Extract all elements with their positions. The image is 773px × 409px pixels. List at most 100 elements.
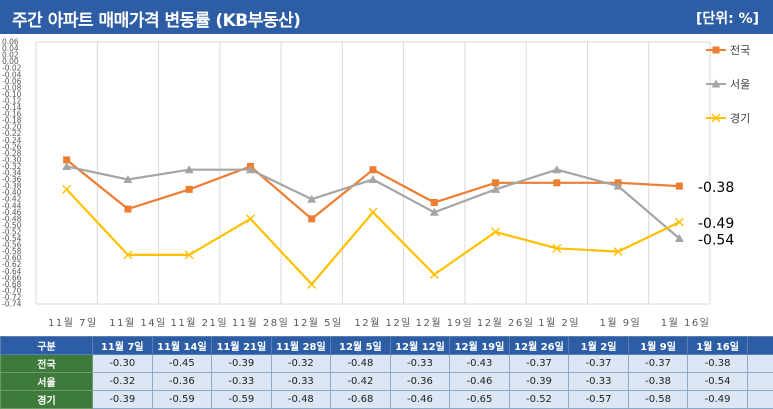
y-tick-label: -0.04	[2, 70, 22, 79]
y-tick-label: -0.60	[2, 254, 22, 263]
data-point	[553, 179, 561, 187]
table-cell: -0.58	[627, 390, 689, 409]
x-tick-label: 1월 16일	[661, 317, 711, 329]
table-cell: -0.37	[627, 354, 689, 373]
table-cell: -0.59	[151, 390, 213, 409]
table-row: 경기 -0.39 -0.59 -0.59 -0.48 -0.68 -0.46 -0.65 -0.…	[0, 390, 773, 409]
table-row: 서울 -0.32 -0.36 -0.33 -0.33 -0.42 -0.36 -0.46 -0.…	[0, 372, 773, 391]
table-cell: -0.54	[687, 372, 748, 391]
data-point	[429, 270, 439, 280]
data-point	[613, 247, 623, 257]
y-tick-label: -0.32	[2, 162, 22, 171]
data-point	[245, 165, 255, 174]
y-tick-label: -0.56	[2, 241, 22, 250]
legend-label: 서울	[730, 78, 750, 91]
table-cell: -0.33	[389, 354, 451, 373]
table-corner-label: 구분	[0, 336, 93, 355]
end-value-label: -0.54	[698, 233, 734, 249]
y-tick-label: -0.48	[2, 214, 22, 223]
data-point	[429, 207, 439, 216]
table-cell: -0.68	[330, 390, 391, 409]
table-cell: -0.45	[151, 354, 213, 373]
table-column-header: 12월 26일	[508, 336, 570, 355]
y-tick-label: -0.72	[2, 293, 22, 302]
table-row-label: 서울	[0, 372, 93, 391]
table-cell: -0.59	[211, 390, 272, 409]
data-point	[674, 234, 684, 242]
y-tick-label: -0.16	[2, 110, 22, 119]
y-tick-label: -0.62	[2, 260, 22, 269]
data-point	[491, 184, 501, 193]
table-cell: -0.33	[211, 372, 272, 391]
table-cell: -0.52	[508, 390, 570, 409]
data-point	[491, 227, 501, 237]
table-cell: -0.37	[508, 354, 570, 373]
legend-marker	[711, 113, 721, 123]
y-tick-label: -0.22	[2, 129, 22, 138]
table-header-row: 구분 11월 7일 11월 14일 11월 21일 11월 28일 12월 5일 12월 1…	[0, 336, 773, 355]
table-column-header: 11월 21일	[211, 336, 272, 355]
table-cell: -0.48	[270, 390, 332, 409]
line-chart: 0.060.040.020.00-0.02-0.04-0.06-0.08-0.1…	[2, 38, 750, 330]
y-tick-label: 0.00	[2, 57, 19, 66]
table-row-label: 전국	[0, 354, 93, 373]
table-column-header: 1월 2일	[568, 336, 629, 355]
table-cell: -0.49	[687, 390, 748, 409]
table-column-header: 1월 9일	[627, 336, 689, 355]
legend-label: 전국	[730, 44, 750, 57]
y-tick-label: -0.30	[2, 155, 22, 164]
chart-title: 주간 아파트 매매가격 변동률 (KB부동산)	[12, 11, 301, 31]
data-point	[124, 205, 132, 213]
data-point	[245, 214, 255, 224]
data-point	[308, 215, 316, 223]
data-point	[62, 161, 72, 170]
table-cell: -0.43	[449, 354, 510, 373]
x-tick-label: 11월 28일	[232, 317, 290, 329]
end-value-label: -0.49	[698, 216, 734, 232]
y-tick-label: -0.08	[2, 83, 22, 92]
data-point	[675, 182, 683, 190]
x-tick-label: 11월 14일	[109, 317, 167, 329]
table-row-label: 경기	[0, 390, 93, 409]
table-cell: -0.32	[92, 372, 153, 391]
x-tick-label: 1월 2일	[538, 317, 580, 329]
data-point	[368, 207, 378, 217]
table-column-header: 11월 28일	[270, 336, 332, 355]
legend-marker	[711, 79, 721, 88]
y-tick-label: -0.50	[2, 221, 22, 230]
y-tick-label: -0.40	[2, 188, 22, 197]
x-tick-label: 1월 9일	[599, 317, 641, 329]
data-point	[63, 156, 71, 164]
x-tick-label: 11월 7일	[48, 317, 98, 329]
data-point	[123, 250, 133, 260]
y-tick-label: -0.54	[2, 234, 22, 243]
table-cell: -0.37	[568, 354, 629, 373]
table-column-header: 12월 5일	[330, 336, 391, 355]
table-cell: -0.30	[92, 354, 153, 373]
title-banner: 주간 아파트 매매가격 변동률 (KB부동산) [단위: %]	[0, 0, 773, 34]
y-tick-label: -0.46	[2, 208, 22, 217]
y-tick-label: -0.06	[2, 77, 22, 86]
table-column-header: 11월 7일	[92, 336, 153, 355]
data-point	[430, 198, 438, 206]
y-tick-label: -0.38	[2, 182, 22, 191]
table-cell: -0.42	[330, 372, 391, 391]
y-tick-label: -0.44	[2, 201, 22, 210]
y-tick-label: 0.04	[2, 44, 19, 53]
table-column-header: 12월 12일	[389, 336, 451, 355]
data-point	[552, 243, 562, 253]
table-cell: -0.38	[687, 354, 748, 373]
y-tick-label: -0.70	[2, 286, 22, 295]
table-cell: -0.39	[92, 390, 153, 409]
table-column-header: 11월 14일	[151, 336, 213, 355]
data-point	[184, 165, 194, 174]
data-table: 구분 11월 7일 11월 14일 11월 21일 11월 28일 12월 5일 12월 1…	[0, 336, 773, 409]
data-point	[307, 194, 317, 203]
y-tick-label: -0.34	[2, 169, 22, 178]
table-cell: -0.48	[330, 354, 391, 373]
y-tick-label: -0.52	[2, 227, 22, 236]
table-column-header: 12월 19일	[449, 336, 510, 355]
table-cell: -0.36	[151, 372, 213, 391]
table-filler-cell	[746, 354, 773, 373]
y-tick-label: -0.24	[2, 136, 22, 145]
